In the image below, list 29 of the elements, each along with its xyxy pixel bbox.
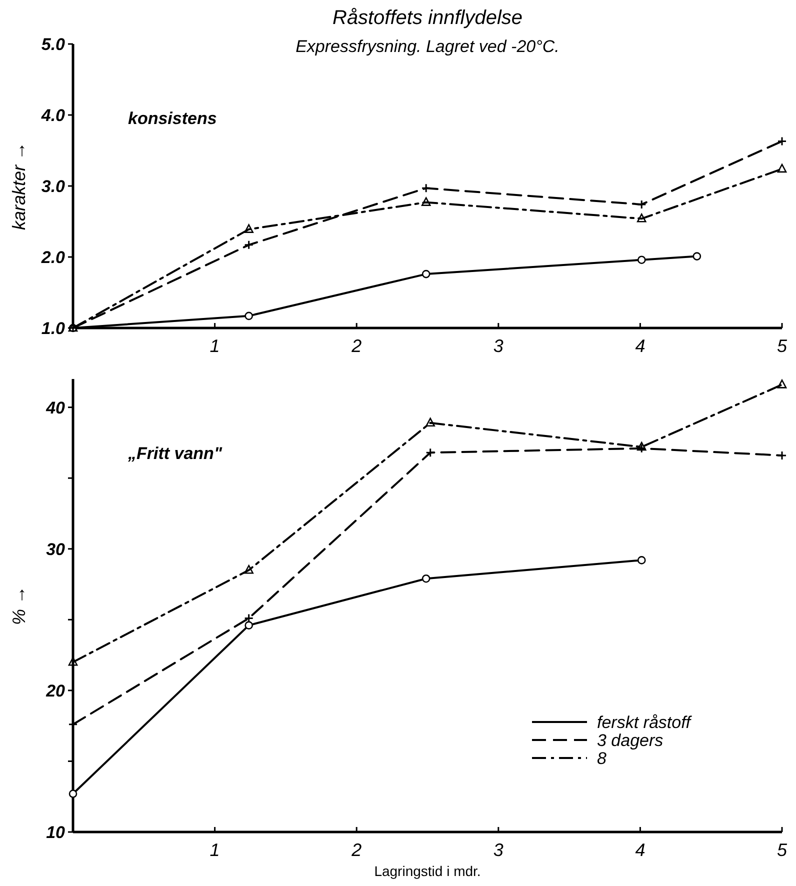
y-tick-label: 40 xyxy=(45,398,66,418)
x-tick-label: 1 xyxy=(210,336,220,356)
y-axis-title: karakter → xyxy=(9,142,29,230)
annotation: konsistens xyxy=(128,109,217,128)
legend-label: 8 xyxy=(597,748,607,768)
y-tick-label: 20 xyxy=(45,681,66,700)
y-tick-label: 2.0 xyxy=(40,248,66,267)
x-tick-label: 5 xyxy=(776,840,788,860)
y-tick-label: 3.0 xyxy=(41,176,66,196)
x-tick-label: 1 xyxy=(210,840,220,860)
x-tick-label: 3 xyxy=(493,840,504,860)
x-axis-title: Lagringstid i mdr. xyxy=(374,863,481,879)
chart-title: Råstoffets innflydelse xyxy=(332,7,523,29)
y-tick-label: 4.0 xyxy=(40,106,66,125)
y-tick-label: 1.0 xyxy=(41,318,66,338)
y-axis-title: % → xyxy=(9,586,29,626)
x-tick-label: 2 xyxy=(350,840,362,860)
x-tick-label: 4 xyxy=(635,336,646,356)
x-tick-label: 3 xyxy=(493,336,504,356)
x-tick-label: 2 xyxy=(350,336,362,356)
chart-subtitle: Expressfrysning. Lagret ved -20°C. xyxy=(296,37,560,56)
y-tick-label: 10 xyxy=(46,822,66,842)
annotation: „Fritt vann" xyxy=(127,444,223,463)
y-tick-label: 30 xyxy=(46,540,66,559)
legend-label: 3 dagers xyxy=(597,730,664,750)
y-tick-label: 5.0 xyxy=(41,34,66,54)
x-tick-label: 5 xyxy=(776,336,788,356)
legend-label: ferskt råstoff xyxy=(597,712,693,732)
x-tick-label: 4 xyxy=(635,840,646,860)
